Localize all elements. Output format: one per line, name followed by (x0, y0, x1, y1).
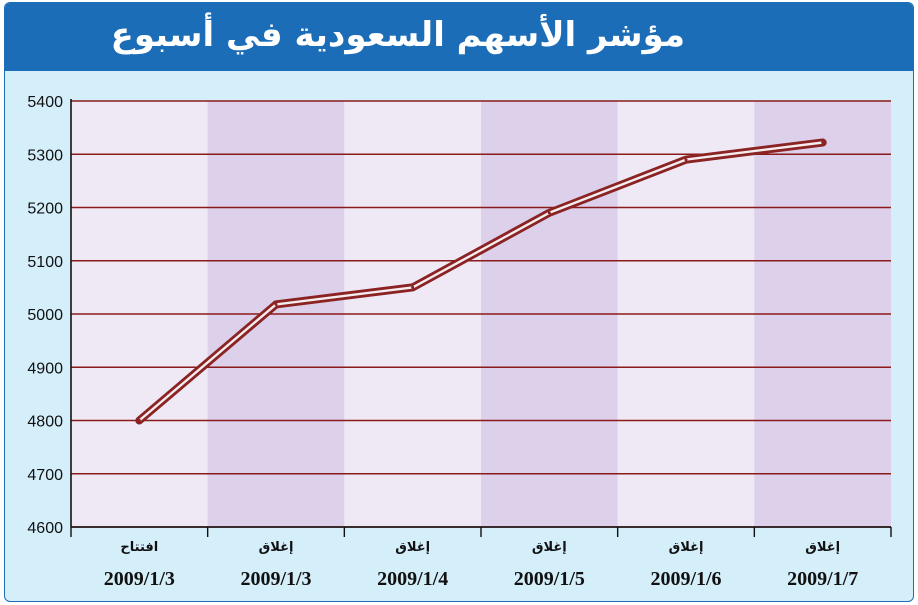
x-category-label: إغلاق (532, 540, 567, 555)
y-tick-label: 5100 (27, 254, 63, 271)
data-point (547, 211, 551, 215)
y-tick-label: 5200 (27, 201, 63, 218)
x-category-label: افتتاح (120, 540, 158, 555)
x-category-label: إغلاق (395, 540, 430, 555)
x-category-label: إغلاق (259, 540, 294, 555)
x-date-label: 2009/1/3 (240, 568, 311, 590)
x-date-label: 2009/1/3 (104, 568, 175, 590)
x-category-label: إغلاق (805, 540, 840, 555)
chart-title: مؤشر الأسهم السعودية في أسبوع (110, 15, 685, 55)
y-tick-label: 5400 (27, 94, 63, 111)
y-tick-label: 4900 (27, 360, 63, 377)
data-point (684, 158, 688, 162)
data-point (274, 302, 278, 306)
chart-frame: مؤشر الأسهم السعودية في أسبوع 4600 4700 48… (4, 2, 914, 602)
title-bar: مؤشر الأسهم السعودية في أسبوع (5, 3, 913, 71)
x-date-label: 2009/1/7 (787, 568, 858, 590)
y-tick-label: 4600 (27, 520, 63, 537)
y-tick-label: 4700 (27, 467, 63, 484)
data-point (137, 419, 141, 422)
line-chart: 4600 4700 4800 4900 5000 5100 5200 5300 5400 افت… (27, 94, 892, 590)
y-tick-label: 5300 (27, 147, 63, 164)
data-point (411, 285, 415, 289)
x-date-label: 2009/1/6 (650, 568, 721, 590)
x-category-label: إغلاق (669, 540, 704, 555)
x-date-label: 2009/1/5 (514, 568, 585, 590)
x-date-label: 2009/1/4 (377, 568, 448, 590)
series-line-highlight (138, 141, 824, 422)
data-point (821, 141, 825, 145)
y-tick-label: 5000 (27, 307, 63, 324)
y-tick-label: 4800 (27, 414, 63, 431)
